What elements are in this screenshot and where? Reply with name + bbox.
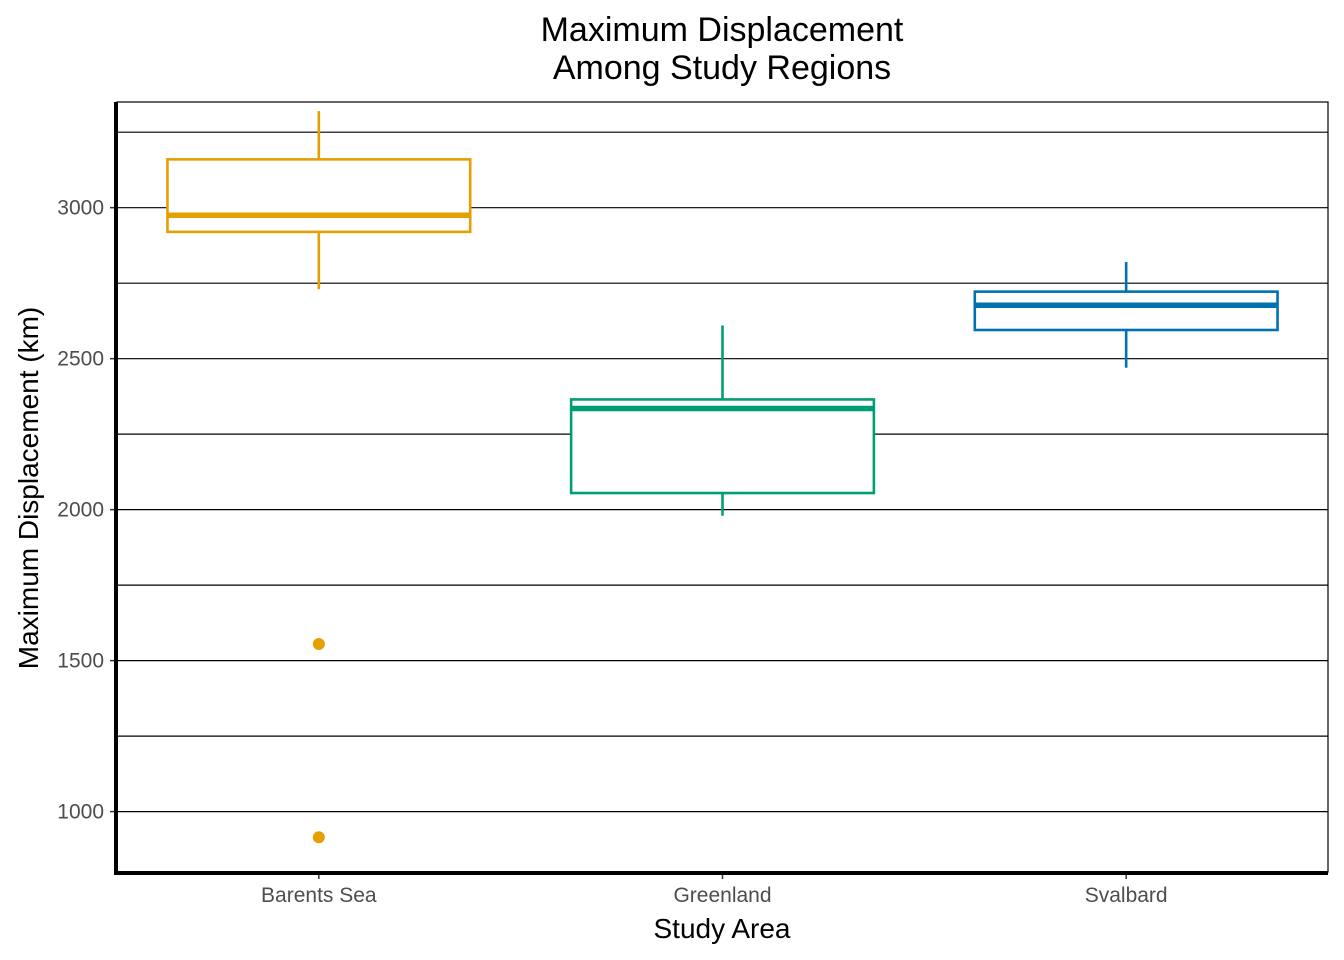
box-iqr bbox=[973, 290, 1279, 332]
box-iqr bbox=[569, 398, 876, 495]
y-axis-title: Maximum Displacement (km) bbox=[13, 307, 44, 670]
x-axis-title: Study Area bbox=[654, 913, 791, 944]
y-tick-label: 2000 bbox=[57, 499, 104, 522]
y-tick-label: 1500 bbox=[57, 650, 104, 673]
y-tick-label: 3000 bbox=[57, 197, 104, 220]
chart-title-line-1: Maximum Displacement bbox=[541, 11, 904, 49]
outlier-point bbox=[312, 831, 325, 844]
y-tick-label: 2500 bbox=[57, 348, 104, 371]
y-tick-label: 1000 bbox=[57, 801, 104, 824]
x-tick-label: Svalbard bbox=[1085, 884, 1168, 907]
axes: 1000 1500 2000 2500 3000 Barents Sea Greenland… bbox=[57, 102, 1328, 907]
x-tick-label: Barents Sea bbox=[261, 884, 377, 907]
chart-title-line-2: Among Study Regions bbox=[553, 49, 891, 87]
boxes bbox=[166, 111, 1279, 844]
x-tick-label: Greenland bbox=[673, 884, 771, 907]
box-iqr bbox=[166, 158, 472, 234]
outlier-point bbox=[312, 638, 325, 651]
